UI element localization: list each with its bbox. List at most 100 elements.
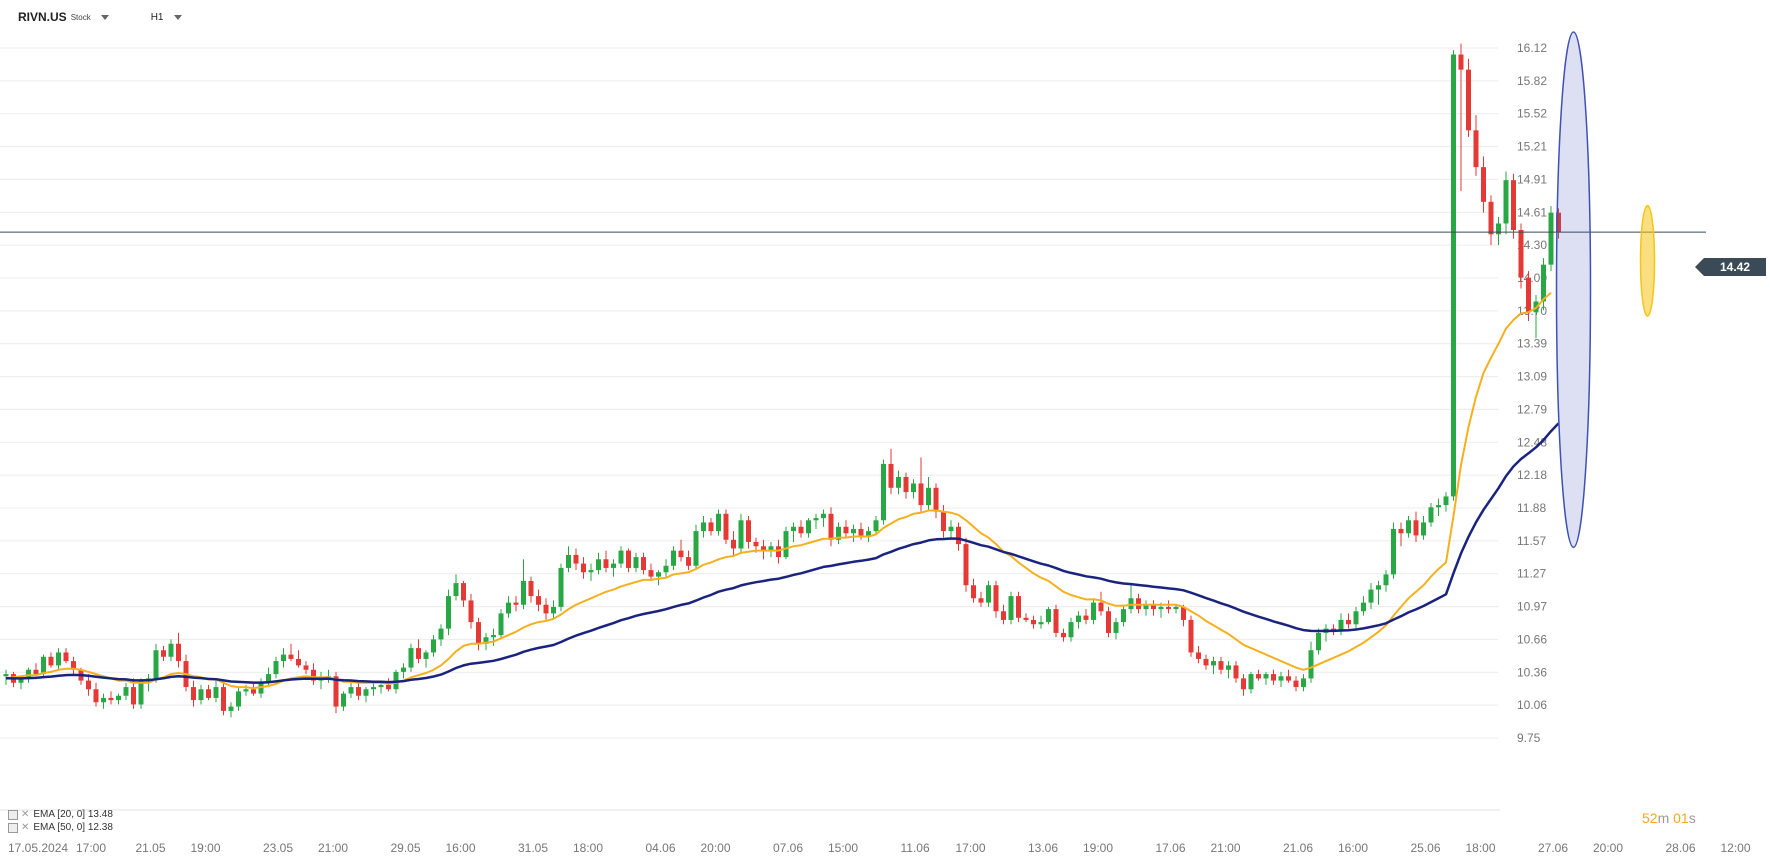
legend-ema50[interactable]: ✕ EMA [50, 0] 12.38 <box>8 821 113 834</box>
candle-body <box>243 689 249 692</box>
x-axis-tick-label: 17.06 <box>1156 841 1186 855</box>
x-axis-tick-label: 13.06 <box>1028 841 1058 855</box>
candle-body <box>753 541 759 547</box>
candle-body <box>1391 528 1396 575</box>
candle-body <box>363 689 369 696</box>
x-axis-tick-label: 20:00 <box>1593 841 1623 855</box>
x-axis-tick-label: 27.06 <box>1538 841 1568 855</box>
candle-body <box>371 687 376 690</box>
candle-body <box>903 476 909 493</box>
x-axis-tick-label: 16:00 <box>1338 841 1368 855</box>
candle-body <box>1061 632 1066 638</box>
countdown-minutes-unit: m <box>1657 810 1670 826</box>
candle-body <box>918 483 924 506</box>
candle-body <box>1556 212 1561 233</box>
x-axis-tick-label: 25.06 <box>1411 841 1441 855</box>
chart-toolbar: RIVN.US Stock H1 <box>18 8 182 26</box>
candle-body <box>926 487 931 506</box>
candle-body <box>1518 229 1524 278</box>
candle-body <box>408 648 414 668</box>
symbol-dropdown-chevron-down-icon[interactable] <box>100 14 109 20</box>
candle-body <box>1166 606 1171 610</box>
candle-body <box>663 565 669 573</box>
candle-body <box>378 684 384 688</box>
candle-body <box>1008 596 1014 620</box>
annotation-ellipse-recent <box>1639 204 1656 317</box>
close-icon[interactable]: ✕ <box>21 809 30 820</box>
candle-body <box>1068 622 1074 638</box>
legend-ema20-label: EMA [20, 0] 13.48 <box>33 809 113 820</box>
candle-body <box>641 557 646 571</box>
x-axis-tick-label: 21:00 <box>1211 841 1241 855</box>
candle-body <box>551 606 556 614</box>
candle-body <box>978 598 984 603</box>
candle-body <box>963 544 969 586</box>
candle-body <box>911 483 916 493</box>
x-axis-tick-label: 17:00 <box>956 841 986 855</box>
x-axis-tick-label: 18:00 <box>573 841 603 855</box>
candle-body <box>1076 615 1081 623</box>
candle-countdown: 52m 01s <box>1642 810 1696 826</box>
candle-body <box>1466 69 1471 131</box>
candle-body <box>3 674 9 677</box>
candle-body <box>1413 520 1419 536</box>
candle-body <box>791 526 796 532</box>
x-axis-tick-label: 19:00 <box>191 841 221 855</box>
candle-body <box>153 650 159 679</box>
candle-body <box>333 676 339 707</box>
candle-body <box>671 550 676 566</box>
x-axis-tick-label: 16:00 <box>446 841 476 855</box>
y-axis-tick-label: 11.27 <box>1517 567 1546 581</box>
candle-body <box>303 665 309 670</box>
candle-body <box>543 604 549 614</box>
candle-body <box>1451 54 1456 497</box>
candle-body <box>416 648 421 659</box>
candle-body <box>708 522 714 532</box>
symbol-label[interactable]: RIVN.US <box>18 10 67 24</box>
candle-body <box>1376 585 1381 590</box>
candle-body <box>821 513 826 519</box>
candle-body <box>296 658 301 666</box>
candle-body <box>228 706 234 711</box>
candle-body <box>828 513 834 540</box>
ema50-line <box>5 422 1560 684</box>
candle-body <box>693 531 699 566</box>
legend-ema20[interactable]: ✕ EMA [20, 0] 13.48 <box>8 808 113 821</box>
candle-body <box>528 580 534 597</box>
y-axis-tick-label: 10.66 <box>1517 632 1547 646</box>
candle-body <box>18 678 24 683</box>
timeframe-dropdown-chevron-down-icon[interactable] <box>173 14 182 20</box>
candle-body <box>131 687 136 705</box>
candle-body <box>1263 674 1269 679</box>
candle-body <box>86 680 91 690</box>
close-icon[interactable]: ✕ <box>21 822 30 833</box>
candle-body <box>558 567 564 607</box>
x-axis-tick-label: 07.06 <box>773 841 803 855</box>
candle-body <box>716 513 721 532</box>
candle-body <box>596 559 601 571</box>
candle-body <box>288 654 294 659</box>
x-axis-tick-label: 04.06 <box>646 841 676 855</box>
candle-body <box>1023 617 1029 620</box>
y-axis-tick-label: 14.91 <box>1517 172 1547 186</box>
timeframe-label[interactable]: H1 <box>150 11 164 23</box>
candle-body <box>581 563 586 573</box>
candle-body <box>386 684 391 690</box>
candle-body <box>93 689 99 703</box>
symbol-type-label: Stock <box>70 12 91 22</box>
x-axis-tick-label: 17:00 <box>76 841 106 855</box>
x-axis-tick-label: 12:00 <box>1721 841 1751 855</box>
y-axis-tick-label: 15.82 <box>1517 74 1547 88</box>
candle-body <box>986 585 991 603</box>
candle-body <box>1053 609 1059 633</box>
settings-icon[interactable] <box>8 822 18 833</box>
candle-body <box>896 476 901 488</box>
candle-body <box>1278 676 1284 681</box>
y-axis-tick-label: 12.79 <box>1517 402 1547 416</box>
candle-body <box>281 654 286 662</box>
x-axis-tick-label: 21:00 <box>318 841 348 855</box>
settings-icon[interactable] <box>8 809 18 820</box>
candle-body <box>1293 680 1299 688</box>
candle-body <box>1368 589 1374 603</box>
